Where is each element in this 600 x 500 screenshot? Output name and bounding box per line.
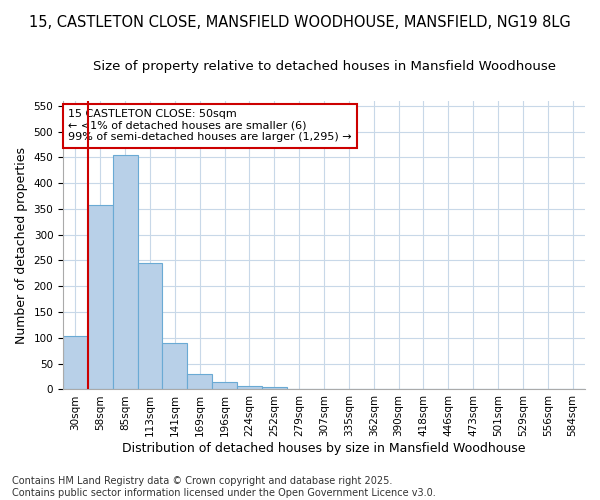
Bar bbox=[113, 154, 137, 390]
Bar bbox=[88, 206, 113, 390]
Title: Size of property relative to detached houses in Mansfield Woodhouse: Size of property relative to detached ho… bbox=[92, 60, 556, 73]
Bar bbox=[63, 336, 88, 390]
Bar bbox=[237, 386, 262, 390]
Bar bbox=[287, 389, 311, 390]
Bar bbox=[560, 389, 585, 390]
Bar bbox=[212, 382, 237, 390]
Bar bbox=[163, 343, 187, 390]
Text: 15, CASTLETON CLOSE, MANSFIELD WOODHOUSE, MANSFIELD, NG19 8LG: 15, CASTLETON CLOSE, MANSFIELD WOODHOUSE… bbox=[29, 15, 571, 30]
Bar bbox=[262, 388, 287, 390]
Text: 15 CASTLETON CLOSE: 50sqm
← <1% of detached houses are smaller (6)
99% of semi-d: 15 CASTLETON CLOSE: 50sqm ← <1% of detac… bbox=[68, 109, 352, 142]
Text: Contains HM Land Registry data © Crown copyright and database right 2025.
Contai: Contains HM Land Registry data © Crown c… bbox=[12, 476, 436, 498]
X-axis label: Distribution of detached houses by size in Mansfield Woodhouse: Distribution of detached houses by size … bbox=[122, 442, 526, 455]
Bar bbox=[187, 374, 212, 390]
Bar bbox=[137, 262, 163, 390]
Y-axis label: Number of detached properties: Number of detached properties bbox=[15, 146, 28, 344]
